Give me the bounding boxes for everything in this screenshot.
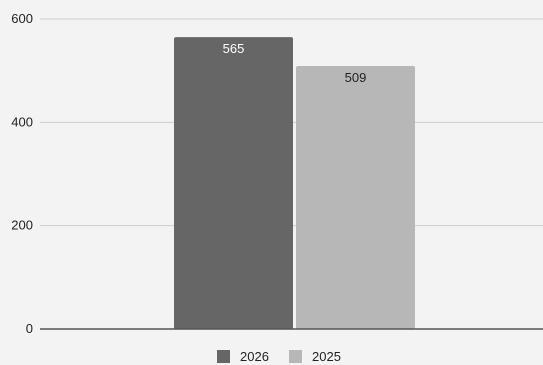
data-label-2026: 565 — [223, 41, 245, 56]
bars — [174, 37, 415, 330]
data-label-2025: 509 — [345, 70, 367, 85]
legend-swatch-2026 — [217, 350, 230, 363]
y-tick-label-200: 200 — [11, 218, 33, 233]
legend-swatch-2025 — [289, 350, 302, 363]
y-tick-label-0: 0 — [26, 321, 33, 336]
y-axis-tick-labels: 0 200 400 600 — [11, 11, 33, 336]
bar-2025 — [296, 66, 415, 330]
legend-label-2026: 2026 — [240, 349, 269, 364]
legend: 2026 2025 — [217, 349, 341, 364]
y-tick-label-600: 600 — [11, 11, 33, 26]
bar-2026 — [174, 37, 293, 329]
y-tick-label-400: 400 — [11, 114, 33, 129]
data-labels: 565 509 — [223, 41, 367, 85]
legend-label-2025: 2025 — [312, 349, 341, 364]
